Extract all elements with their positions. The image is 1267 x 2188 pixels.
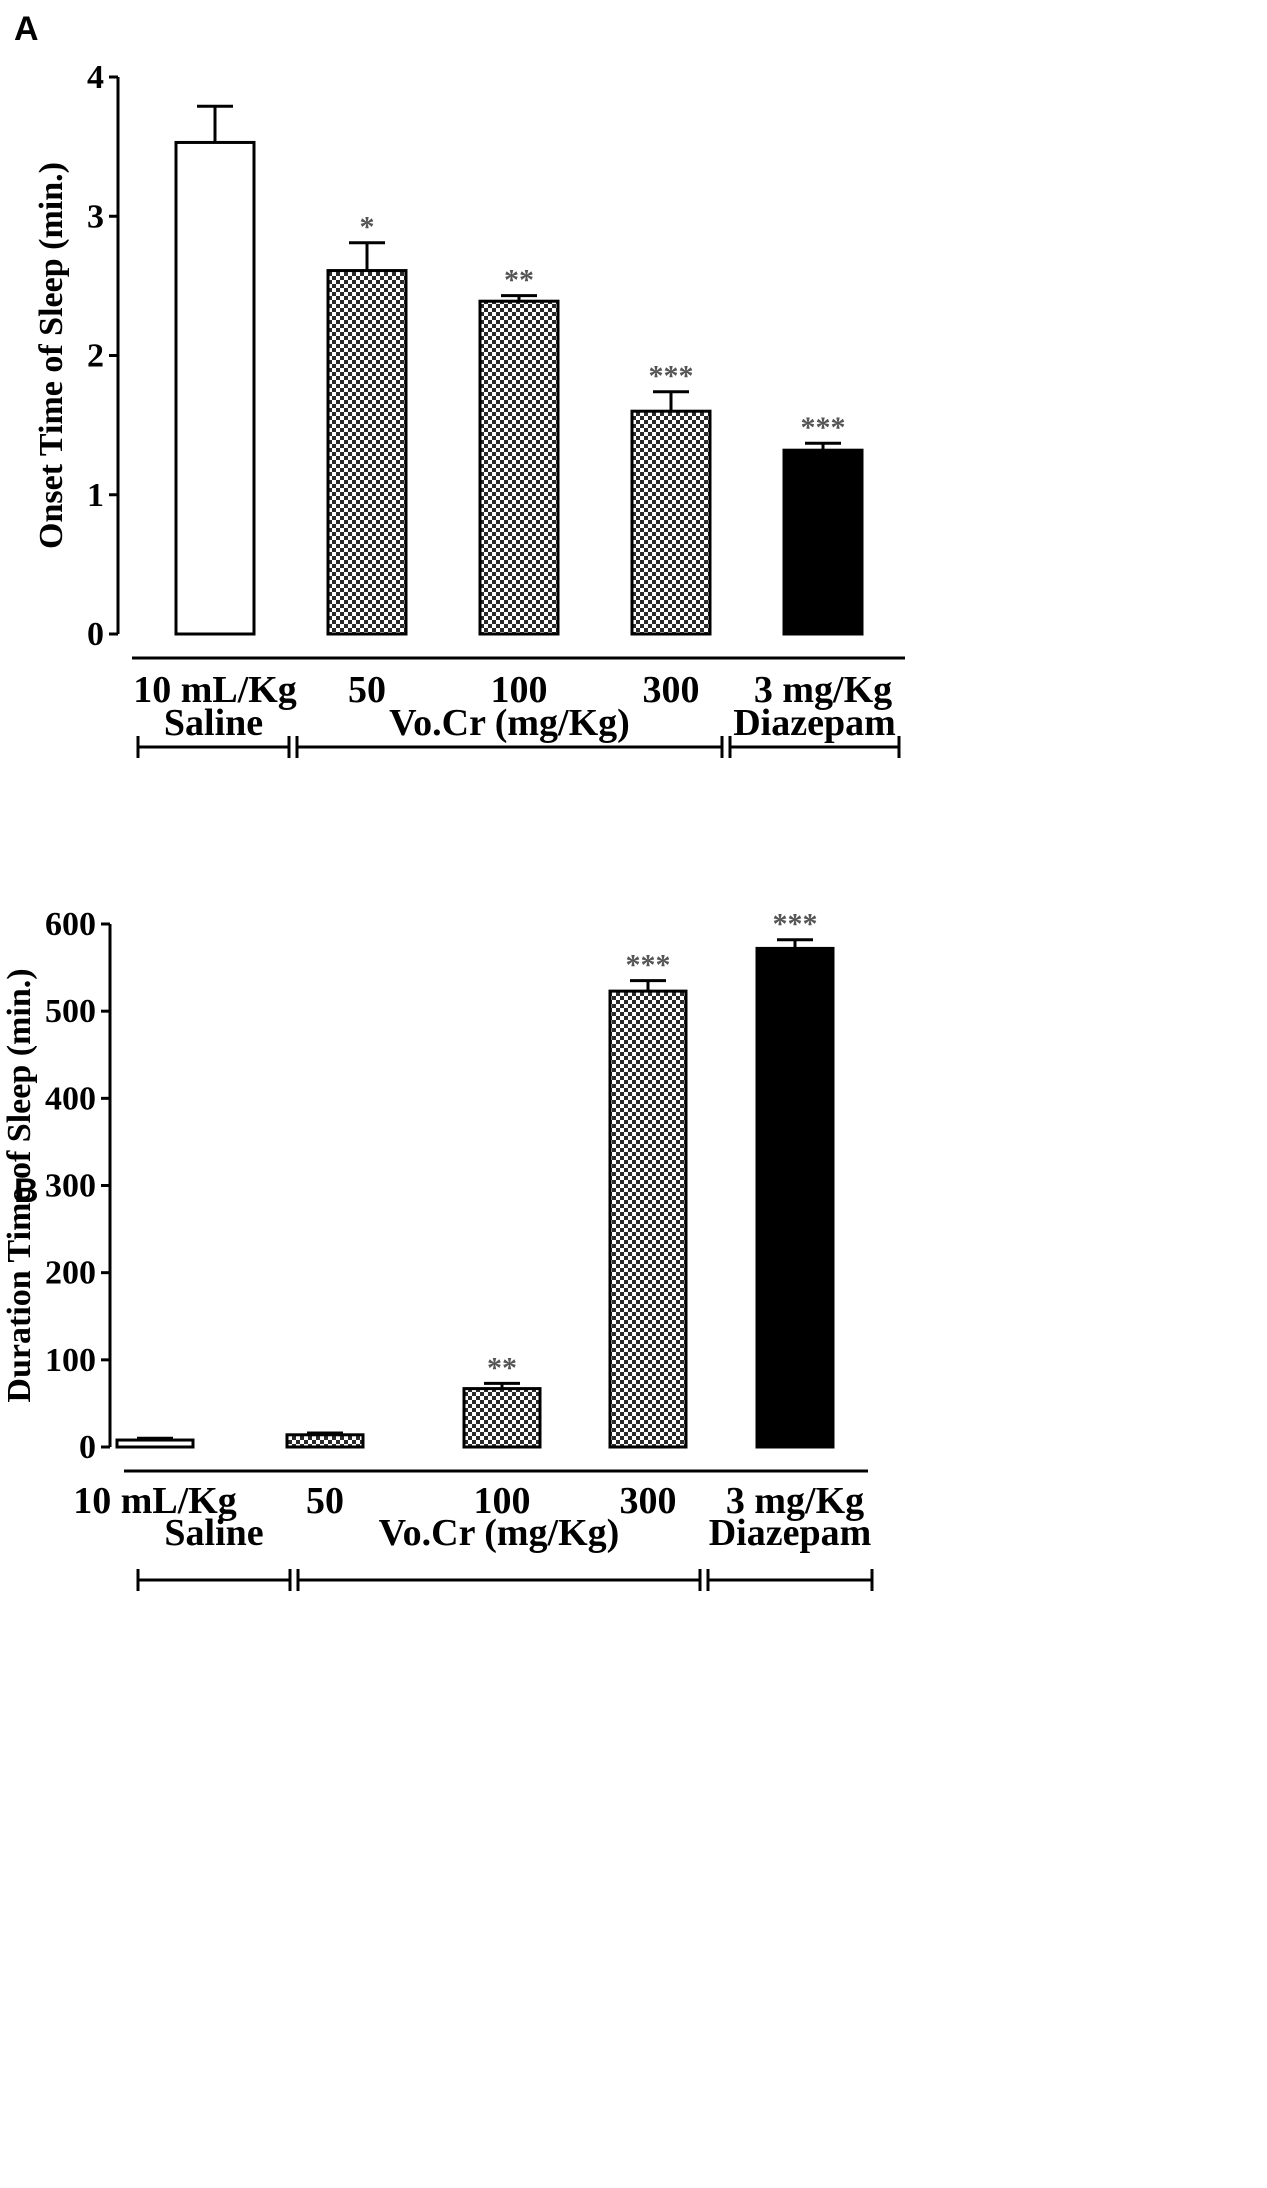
panel-a-y-tick-label: 3 [87, 198, 104, 235]
panel-b-bar [115, 1438, 195, 1449]
panel-b-significance-marker: *** [773, 908, 818, 941]
panel-b-category-label: 100 [474, 1480, 531, 1522]
chart-panel-a: 0 1 2 3 4 Onset Time of Sleep (min.) 10 mL/Kg *… [33, 59, 905, 758]
panel-b-category-label: 50 [306, 1480, 344, 1522]
panel-a-category-label: 100 [491, 669, 548, 711]
panel-a-significance-marker: * [360, 211, 375, 244]
panel-b-y-tick-label: 0 [79, 1429, 96, 1466]
panel-a-group-label: Vo.Cr (mg/Kg) [389, 702, 630, 744]
panel-a-bar [782, 448, 864, 636]
panel-b-y-tick-label: 600 [45, 906, 96, 943]
panel-a-category-label: 3 mg/Kg [754, 669, 892, 711]
panel-b-bar [462, 1387, 542, 1449]
panel-a-bar [478, 299, 560, 636]
panel-b-y-tick-label: 500 [45, 993, 96, 1030]
panel-a-group-label: Diazepam [733, 702, 896, 744]
panel-a-bar [630, 409, 712, 636]
panel-a-bar [326, 269, 408, 636]
panel-b-bar [755, 946, 835, 1449]
panel-b-y-tick-label: 300 [45, 1168, 96, 1205]
panel-a-significance-marker: *** [801, 411, 846, 444]
panel-b-significance-marker: ** [487, 1351, 517, 1384]
panel-b-group-label: Vo.Cr (mg/Kg) [379, 1512, 620, 1554]
panel-a-category-label: 50 [348, 669, 386, 711]
panel-a-y-axis-title: Onset Time of Sleep (min.) [33, 162, 70, 549]
panel-a-significance-marker: *** [649, 360, 694, 393]
panel-a-y-tick-label: 1 [87, 477, 104, 514]
panel-a-y-tick-label: 4 [87, 59, 104, 96]
panel-b-y-tick-label: 400 [45, 1080, 96, 1117]
panel-b-bar [285, 1433, 365, 1449]
panel-b-y-tick-label: 100 [45, 1342, 96, 1379]
panel-a-group-label: Saline [164, 702, 263, 744]
panel-a-category-label: 300 [643, 669, 700, 711]
panel-b-category-label: 10 mL/Kg [73, 1480, 237, 1522]
panel-b-group-label: Diazepam [709, 1512, 872, 1554]
panel-b-category-label: 300 [620, 1480, 677, 1522]
panel-a-significance-marker: ** [504, 264, 534, 297]
panel-b-y-tick-label: 200 [45, 1255, 96, 1292]
panel-a-y-tick-label: 0 [87, 616, 104, 653]
panel-a-bar [174, 140, 256, 636]
panel-b-category-label: 3 mg/Kg [726, 1480, 864, 1522]
panel-b-group-label: Saline [164, 1512, 263, 1554]
panel-a-category-label: 10 mL/Kg [133, 669, 297, 711]
panel-b-letter: B [14, 1172, 39, 1210]
panel-b-y-axis-title: Duration Time of Sleep (min.) [1, 968, 38, 1402]
panel-a-letter: A [14, 10, 39, 48]
panel-b-significance-marker: *** [626, 949, 671, 982]
panel-a-y-tick-label: 2 [87, 338, 104, 375]
panel-b-bar [608, 989, 688, 1449]
